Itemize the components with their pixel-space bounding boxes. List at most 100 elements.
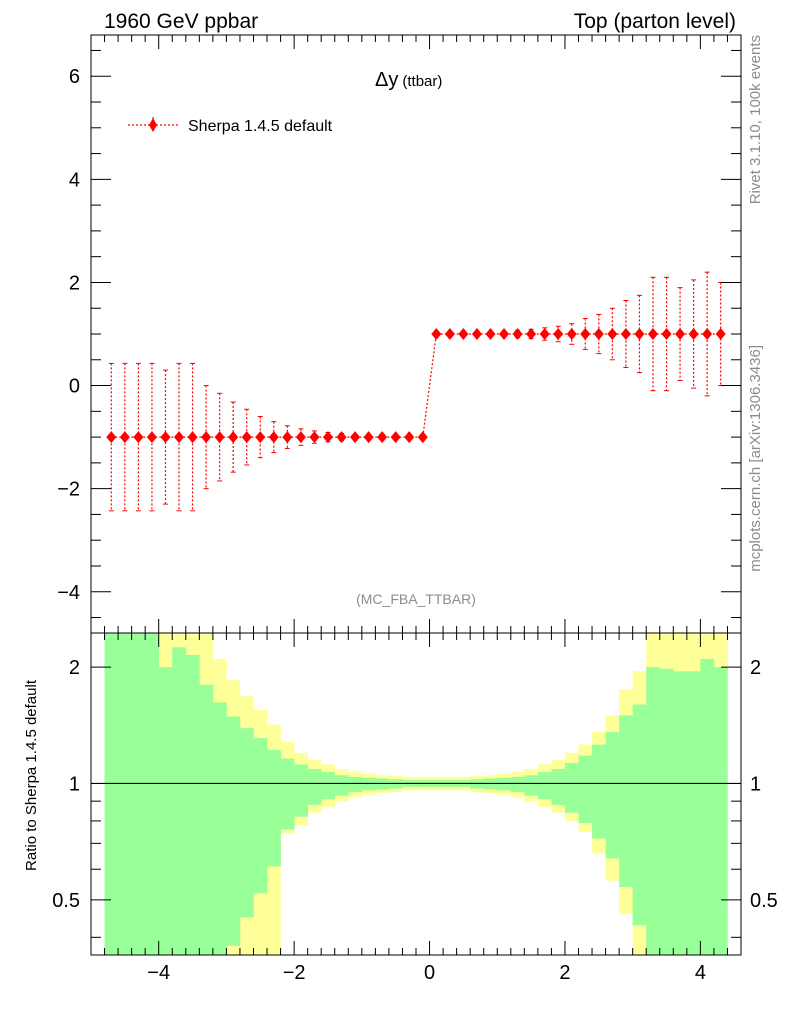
- data-point: [133, 431, 144, 444]
- data-point: [106, 431, 117, 444]
- inner-band-bin: [619, 715, 633, 887]
- data-point: [377, 431, 388, 444]
- inner-band-bin: [280, 758, 295, 830]
- data-point: [255, 431, 266, 444]
- data-point: [417, 431, 428, 444]
- y-tick-label: −4: [57, 582, 80, 604]
- data-point: [458, 328, 469, 340]
- data-point: [268, 431, 279, 444]
- inner-band-bin: [226, 716, 241, 946]
- inner-band-bin: [118, 633, 132, 955]
- inner-band-bin: [253, 738, 268, 894]
- mc-series-line: [111, 333, 721, 438]
- data-point: [404, 431, 415, 444]
- inner-band-bin: [158, 667, 173, 955]
- data-point: [620, 328, 631, 340]
- data-markers: [106, 328, 726, 444]
- inner-band-bin: [348, 776, 363, 793]
- data-point: [647, 328, 658, 340]
- inner-band-bin: [564, 762, 579, 813]
- mcplots-label: mcplots.cern.ch [arXiv:1306.3436]: [747, 345, 764, 572]
- inner-band-bin: [307, 768, 322, 805]
- inner-band-bin: [592, 744, 606, 839]
- x-tick-label: −2: [283, 962, 306, 984]
- data-point: [201, 431, 212, 444]
- data-point: [336, 431, 347, 444]
- data-point: [526, 328, 537, 340]
- ratio-y-label: Ratio to Sherpa 1.4.5 default: [23, 679, 40, 871]
- data-point: [688, 328, 699, 340]
- data-point: [485, 328, 496, 340]
- y-tick-label: 2: [69, 272, 80, 294]
- y-tick-label-right: 2: [750, 657, 761, 679]
- legend-label: Sherpa 1.4.5 default: [188, 118, 333, 135]
- y-tick-label: 4: [69, 169, 80, 191]
- inner-band-bin: [551, 768, 566, 805]
- data-point: [241, 431, 252, 444]
- plot-title: Δy (ttbar): [375, 69, 442, 91]
- data-point: [282, 431, 293, 444]
- inner-band-bin: [686, 671, 701, 955]
- inner-band-bin: [334, 775, 349, 796]
- analysis-watermark: (MC_FBA_TTBAR): [356, 591, 476, 607]
- data-point: [675, 328, 686, 340]
- data-point: [702, 328, 713, 340]
- data-point: [634, 328, 645, 340]
- data-point: [471, 328, 482, 340]
- main-y-tick-labels: −4 −2 0 2 4 6: [57, 66, 80, 604]
- inner-band-bin: [145, 633, 160, 955]
- data-point: [431, 328, 442, 340]
- data-point: [146, 431, 157, 444]
- inner-band-bin: [578, 755, 593, 824]
- y-tick-label: 0: [69, 376, 80, 398]
- inner-band-bin: [294, 764, 308, 817]
- y-tick-label: −2: [57, 479, 80, 501]
- ratio-panel: −4 −2 0 2 4 0.5 0.5 1 1 2 2 Ratio to Sherpa 1.4.5 …: [23, 632, 778, 984]
- data-point: [499, 328, 510, 340]
- inner-band-bin: [632, 704, 647, 926]
- inner-band-bin: [212, 702, 227, 955]
- inner-band-bin: [605, 731, 620, 859]
- x-tick-label: 4: [695, 962, 706, 984]
- data-point: [580, 328, 591, 340]
- rivet-label: Rivet 3.1.10, 100k events: [747, 35, 764, 204]
- data-point: [295, 431, 306, 444]
- data-point: [322, 431, 333, 444]
- inner-band-bin: [172, 647, 187, 955]
- x-tick-label: 2: [559, 962, 570, 984]
- header-right: Top (parton level): [574, 10, 736, 33]
- inner-band-bin: [537, 772, 552, 800]
- inner-band-bin: [131, 633, 146, 955]
- data-point: [160, 431, 171, 444]
- data-point: [174, 431, 185, 444]
- data-point: [309, 431, 320, 444]
- inner-band-bin: [239, 728, 254, 918]
- inner-band-bin: [713, 667, 728, 955]
- inner-band-bin: [524, 775, 539, 796]
- data-point: [444, 328, 455, 340]
- inner-band-bin: [199, 684, 214, 955]
- inner-band-bin: [673, 671, 688, 955]
- y-tick-label-left: 2: [69, 657, 80, 679]
- ratio-bands: [104, 633, 728, 955]
- data-point: [607, 328, 618, 340]
- data-point: [390, 431, 401, 444]
- inner-band-bin: [267, 750, 281, 867]
- data-point: [119, 431, 130, 444]
- data-point: [715, 328, 726, 340]
- inner-band-bin: [700, 658, 715, 955]
- inner-band-bin: [104, 633, 119, 955]
- inner-band-bin: [321, 772, 336, 800]
- data-point: [661, 328, 672, 340]
- data-point: [228, 431, 239, 444]
- data-point: [350, 431, 361, 444]
- y-tick-label-right: 1: [750, 773, 761, 795]
- header-left: 1960 GeV ppbar: [104, 10, 258, 33]
- main-axis-ticks: [91, 35, 741, 633]
- data-point: [512, 328, 523, 340]
- data-point: [214, 431, 225, 444]
- data-point: [539, 328, 550, 340]
- y-tick-label-left: 1: [69, 773, 80, 795]
